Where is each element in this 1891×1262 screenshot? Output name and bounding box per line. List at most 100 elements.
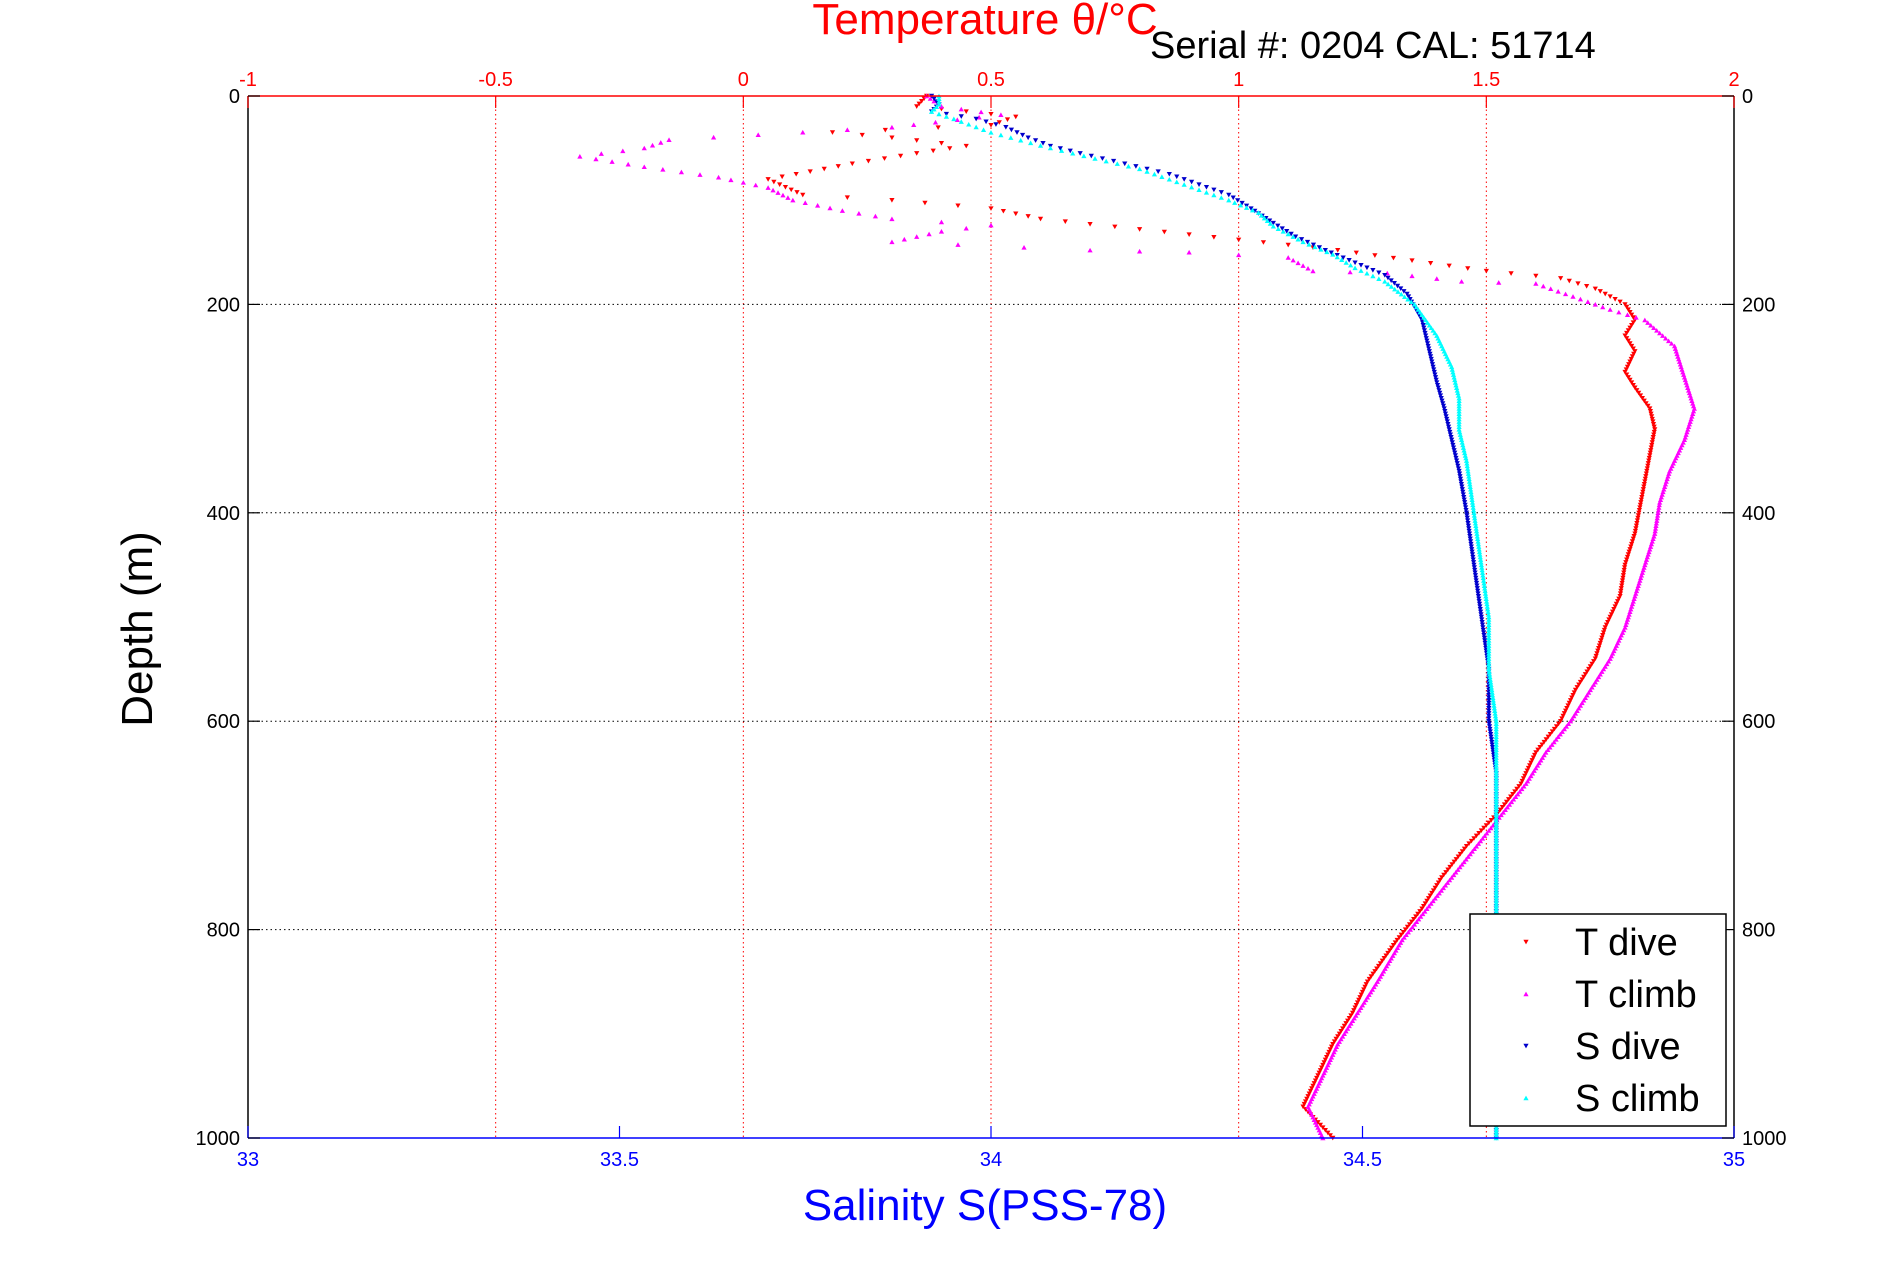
data-point [936,111,942,117]
data-point [1381,956,1387,961]
data-point [1468,492,1474,497]
data-point [1645,461,1651,466]
data-point [1627,341,1633,346]
left-tick-label: 400 [207,503,240,525]
data-point [1004,117,1011,123]
data-point [1473,580,1480,586]
data-point [1376,270,1382,276]
data-point [1650,422,1657,427]
data-point [1454,387,1460,393]
data-point [1633,315,1639,320]
data-point [1279,226,1285,231]
data-point [1516,784,1522,789]
data-point [914,104,920,109]
data-point [1493,1125,1499,1130]
data-point [1363,982,1369,987]
data-point [1472,567,1478,573]
data-point [1475,841,1482,846]
bottom-tick-label: 35 [1723,1149,1745,1171]
data-point [1430,898,1436,904]
data-point [1099,156,1106,161]
data-point [1524,768,1530,774]
data-point [1487,677,1493,682]
data-point [1637,502,1643,508]
data-point [1483,593,1489,599]
data-point [1485,606,1491,612]
data-point [1304,239,1311,245]
data-point [1647,406,1653,411]
data-point [1420,911,1426,917]
data-point [1203,184,1210,190]
data-point [678,169,685,175]
data-point [1493,864,1499,870]
data-point [1630,536,1636,542]
data-point [1486,638,1492,643]
data-point [1486,666,1492,672]
data-point [1508,794,1514,800]
data-point [1577,296,1584,302]
data-point [1622,565,1628,570]
data-point [1388,278,1394,283]
data-point [1473,843,1480,849]
data-point [1627,377,1633,383]
data-point [1318,246,1324,252]
data-point [1485,611,1492,617]
data-point [1545,734,1551,740]
data-point [1563,724,1570,729]
data-point [1309,1086,1315,1091]
data-point [1586,666,1592,672]
data-point [1628,356,1634,362]
data-point [1624,312,1631,318]
data-point [1325,1052,1331,1058]
data-point [1606,617,1612,623]
data-point [1315,1120,1321,1125]
data-point [1275,223,1281,229]
data-point [1040,141,1046,146]
data-point [1463,455,1469,461]
data-point [1497,807,1503,813]
data-point [1553,724,1560,729]
data-point [1521,783,1527,789]
data-point [1527,763,1533,768]
data-point [1541,739,1547,745]
data-point [1125,163,1132,169]
data-point [1032,138,1039,143]
bottom-tick-label: 34 [980,1149,1002,1171]
data-point [1382,273,1388,278]
data-point [1455,854,1461,860]
data-point [1455,463,1461,469]
data-point [753,182,759,188]
data-point [1549,729,1555,735]
data-point [1482,588,1488,594]
data-point [1248,206,1254,211]
data-point [889,239,895,245]
data-point [1558,276,1564,281]
top-axis-title: Temperature θ/°C [812,0,1157,44]
data-point [1325,1130,1331,1136]
legend-label: S dive [1575,1026,1681,1068]
data-point [1489,739,1495,745]
data-point [1654,328,1660,333]
data-point [1486,669,1492,674]
data-point [1612,604,1618,609]
data-point [1476,596,1482,602]
data-point [1472,515,1478,521]
data-point [1467,534,1473,539]
data-point [1467,851,1473,857]
data-point [1489,692,1496,698]
data-point [1493,750,1499,755]
data-point [1486,708,1492,714]
data-point [1317,1122,1323,1128]
data-point [1627,359,1633,365]
data-point [889,135,895,141]
data-point [1432,895,1438,901]
data-point [1486,653,1492,659]
data-point [1642,479,1648,484]
data-point [1492,708,1498,713]
data-point [1413,304,1419,310]
data-point [1483,268,1489,274]
data-point [1643,474,1649,479]
data-point [1482,591,1489,596]
data-point [1452,377,1458,383]
data-point [889,216,895,222]
